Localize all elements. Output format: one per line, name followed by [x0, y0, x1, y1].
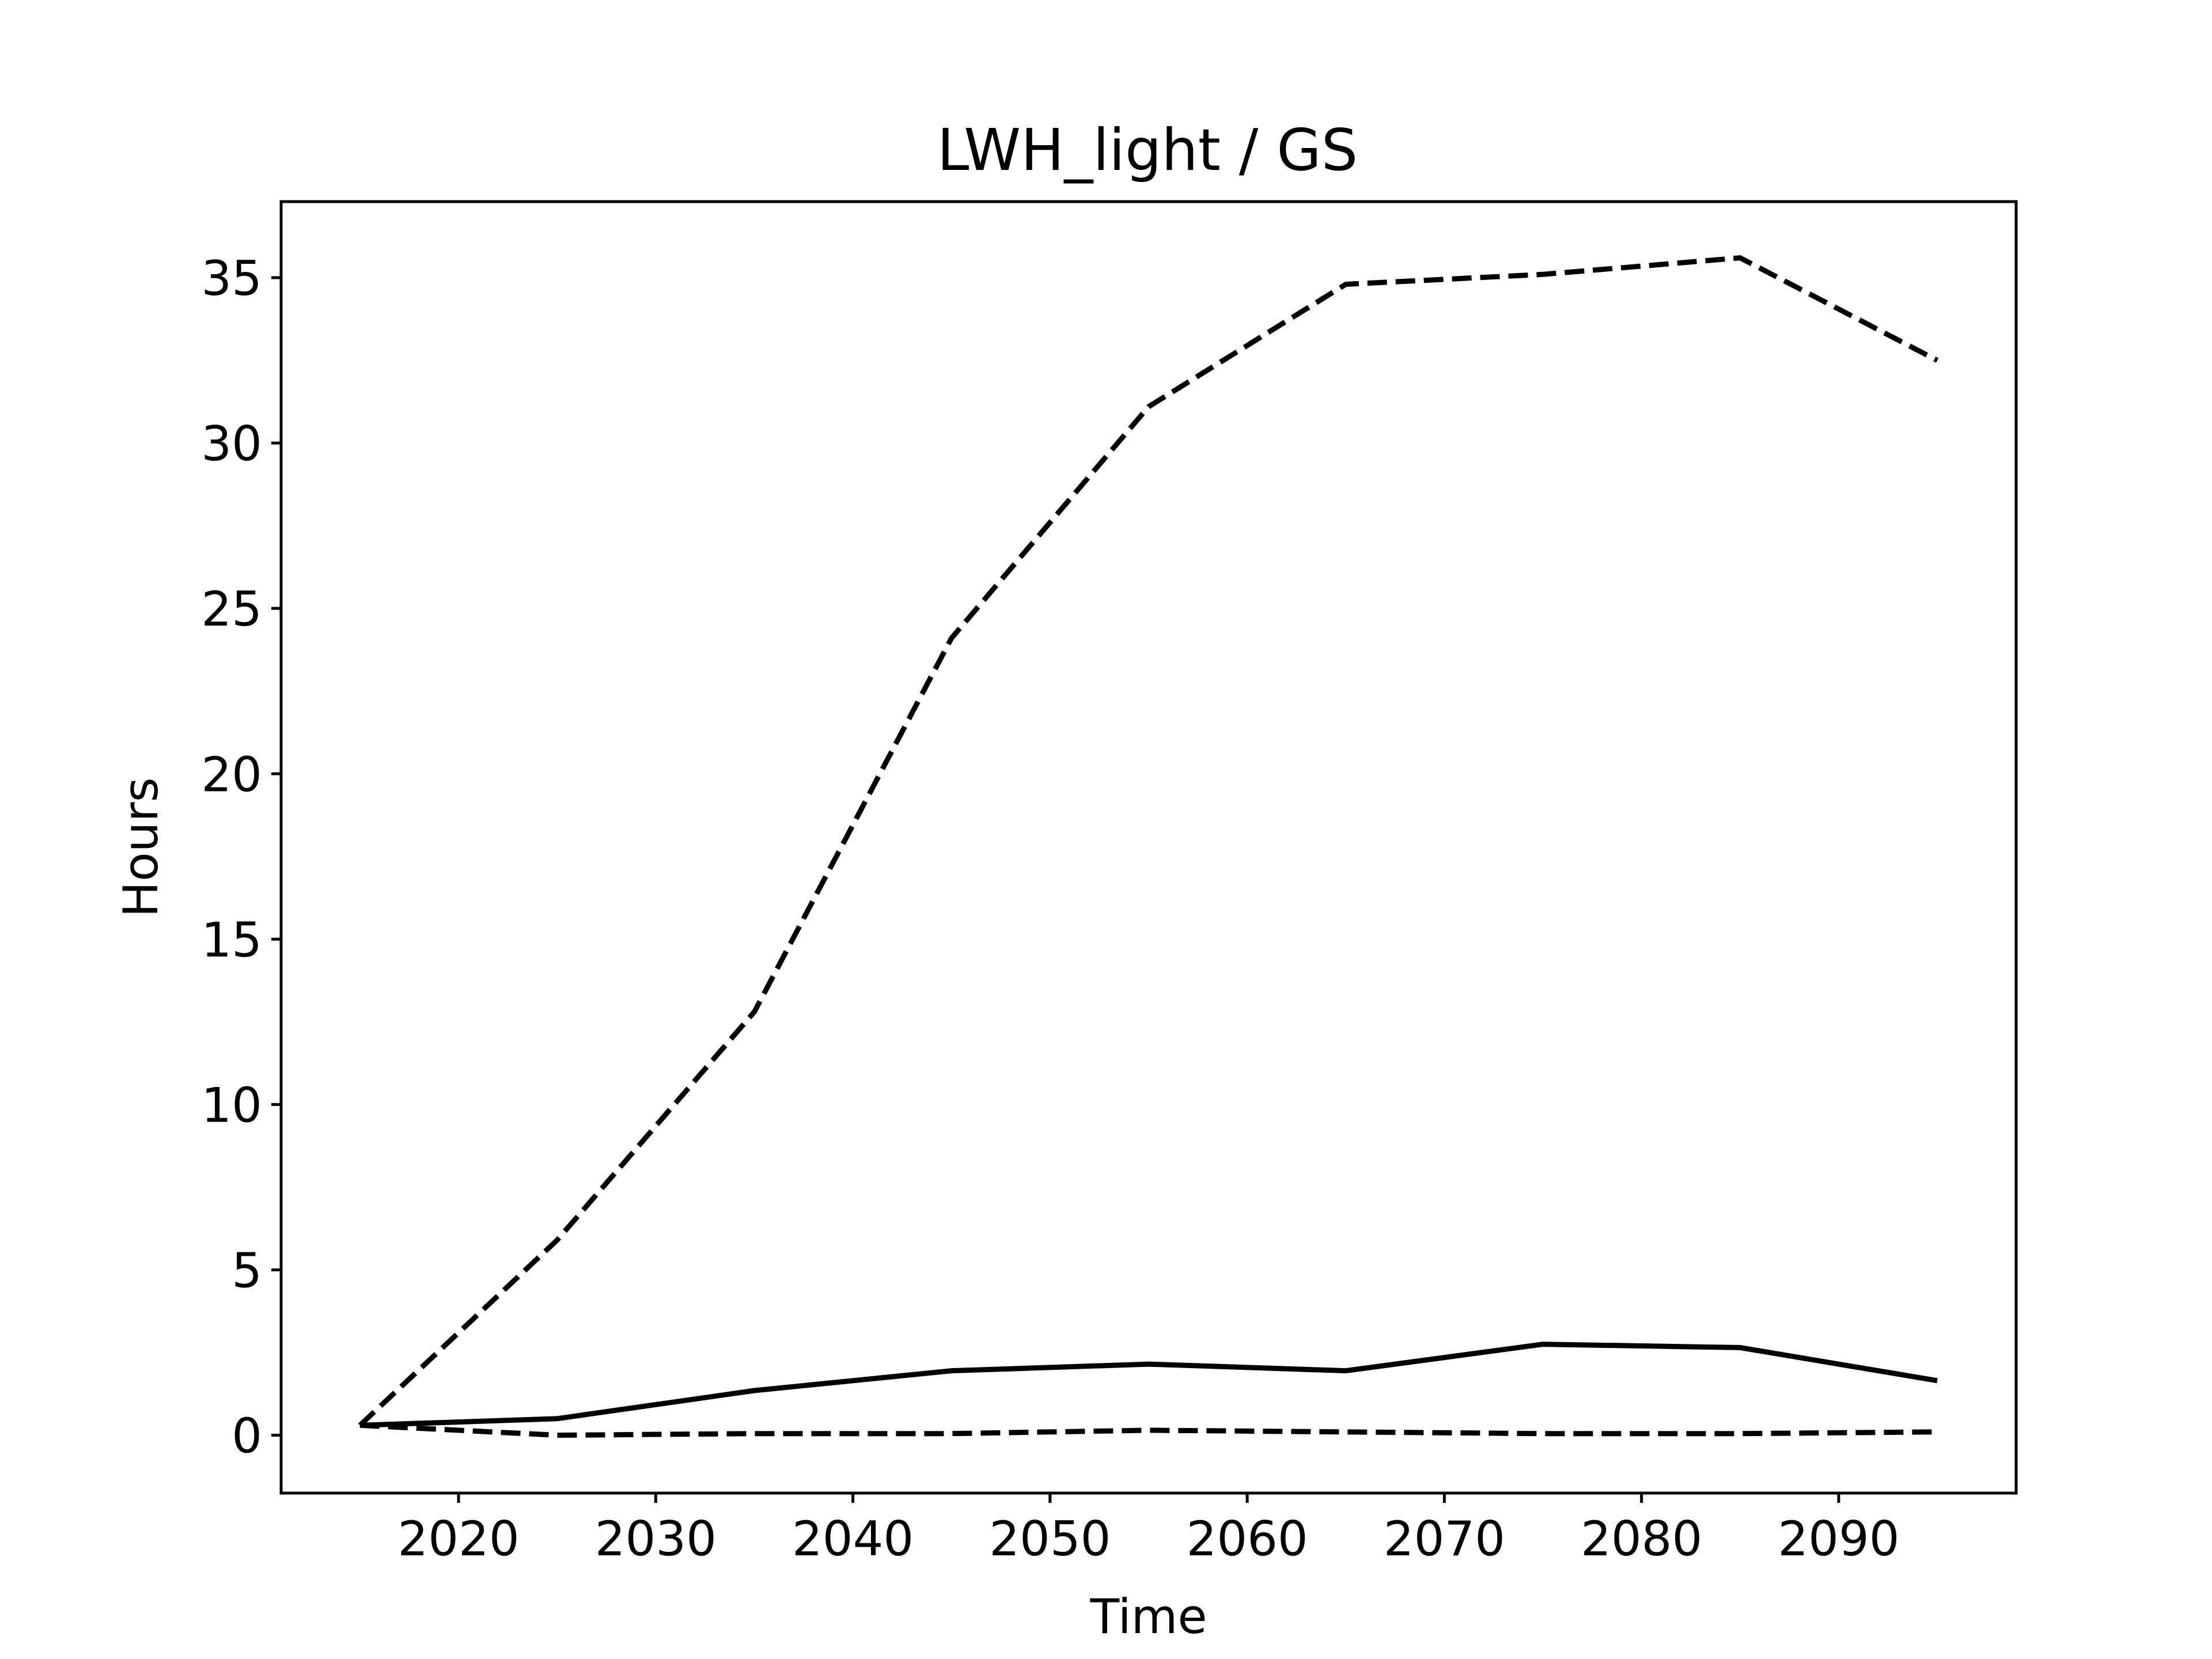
axes-frame [279, 200, 2018, 1495]
series-line-2 [359, 1342, 1938, 1428]
x-tick-label: 2060 [1187, 1511, 1308, 1567]
y-tick-label: 0 [232, 1408, 262, 1464]
x-tick-label: 2030 [595, 1511, 717, 1567]
x-axis: 2020 2030 2040 2050 2060 2070 2080 2090 [397, 1493, 1900, 1567]
chart-title: LWH_light / GS [937, 116, 1358, 184]
x-tick-label: 2070 [1384, 1511, 1505, 1567]
x-tick-label: 2090 [1778, 1511, 1899, 1567]
x-tick-label: 2050 [989, 1511, 1111, 1567]
y-tick-label: 35 [201, 251, 262, 306]
y-axis-label: Hours [113, 777, 169, 917]
series-line-3 [359, 1422, 1938, 1438]
y-tick-label: 15 [201, 912, 262, 968]
y-tick-label: 25 [201, 581, 262, 637]
series-line-1 [358, 255, 1939, 1427]
x-tick-label: 2080 [1581, 1511, 1702, 1567]
y-axis: 0 5 10 15 20 25 30 35 [201, 251, 281, 1464]
x-axis-label: Time [1089, 1589, 1207, 1645]
series-layer [358, 255, 1939, 1438]
y-tick-label: 20 [201, 747, 262, 802]
y-tick-label: 30 [201, 416, 262, 472]
y-tick-label: 5 [232, 1243, 262, 1298]
y-tick-label: 10 [201, 1077, 262, 1133]
x-tick-label: 2040 [792, 1511, 914, 1567]
x-tick-label: 2020 [397, 1511, 519, 1567]
